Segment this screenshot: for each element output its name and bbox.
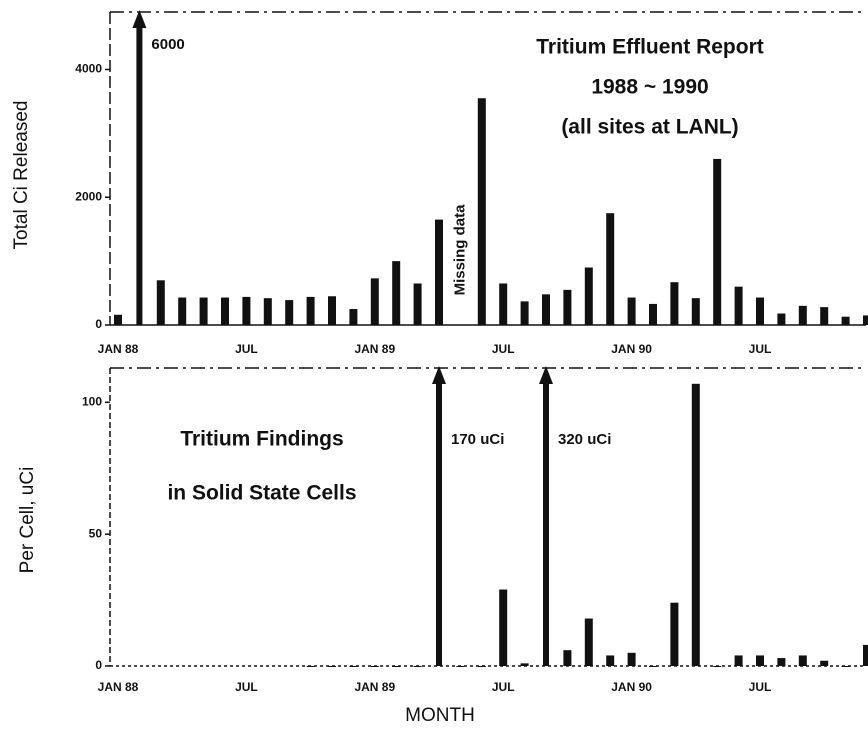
bar [349,309,358,325]
x-tick-label: JAN 89 [354,680,395,694]
bar [713,158,722,325]
bar [670,282,679,325]
bar [156,280,165,325]
bar [242,296,251,325]
bar [543,382,549,666]
bar [392,261,401,325]
x-tick-label: JAN 90 [611,680,652,694]
bar [713,666,722,667]
bar [563,289,572,325]
bar [328,666,336,667]
x-tick-label: JUL [235,342,258,356]
y-tick-label: 4000 [75,62,102,76]
y-tick-label: 100 [82,394,102,408]
bar [285,300,294,325]
bar [584,618,593,666]
bar [606,213,615,325]
bar [691,383,700,666]
bar [863,644,868,666]
arrow-head [539,366,553,384]
y-tick-label: 50 [89,526,103,540]
bar [370,278,379,325]
bar [734,286,743,325]
bar [178,297,187,325]
bar [863,315,868,325]
chart-subtitle2: (all sites at LANL) [561,116,738,139]
x-tick-label: JUL [492,342,515,356]
bar [328,296,336,325]
bar [435,219,443,325]
bar [477,666,486,667]
y-axis-label: Total Ci Released [11,101,32,250]
bar [370,666,379,667]
value-label: 320 uCi [558,431,611,448]
arrow-head [132,10,147,28]
bar [436,382,442,666]
bar [456,666,465,667]
bar [734,655,743,666]
bar [627,297,636,325]
bar [306,666,315,667]
x-tick-label: JAN 89 [354,342,395,356]
bar [114,314,122,325]
x-tick-label: JUL [749,680,772,694]
bar [413,666,422,667]
bar [136,26,143,325]
bar [542,294,550,325]
chart-subtitle: in Solid State Cells [167,482,356,505]
bar [263,298,272,325]
bar [413,283,422,325]
chart-title: Tritium Effluent Report [536,36,764,59]
x-tick-label: JUL [492,680,515,694]
chart-subtitle: 1988 ~ 1990 [591,76,708,99]
x-tick-label: JUL [749,342,772,356]
annotation: Missing data [451,204,468,296]
bar [221,297,229,325]
bar [777,313,786,325]
bar [477,98,486,325]
bar [349,666,358,667]
bar [499,589,508,666]
y-tick-label: 0 [95,317,102,331]
bar [499,283,508,325]
bar [820,660,829,666]
bar [520,663,529,666]
value-label: 170 uCi [451,431,504,448]
bar [606,655,615,666]
bar [649,303,657,325]
bar [820,307,829,325]
y-tick-label: 0 [95,658,102,672]
bar [777,658,786,666]
bar [649,666,657,667]
bar [199,297,208,325]
x-tick-label: JAN 88 [98,680,139,694]
y-axis-label: Per Cell, uCi [17,467,38,574]
bar [670,602,679,666]
x-tick-label: JUL [235,680,258,694]
x-tick-label: JAN 88 [98,342,139,356]
x-axis-label: MONTH [405,705,475,726]
bar [756,655,764,666]
bar [798,305,807,325]
arrow-head [432,366,446,384]
bar [841,666,850,667]
bar [798,655,807,666]
bar [306,296,315,325]
y-tick-label: 2000 [75,189,102,203]
bar [756,297,764,325]
x-tick-label: JAN 90 [611,342,652,356]
bar [841,316,850,325]
bar [691,298,700,325]
value-label: 6000 [151,36,184,53]
bar [563,650,572,666]
bar [520,301,529,325]
bar [584,267,593,325]
bar [392,666,401,667]
chart-title: Tritium Findings [180,428,343,451]
bar [627,652,636,666]
